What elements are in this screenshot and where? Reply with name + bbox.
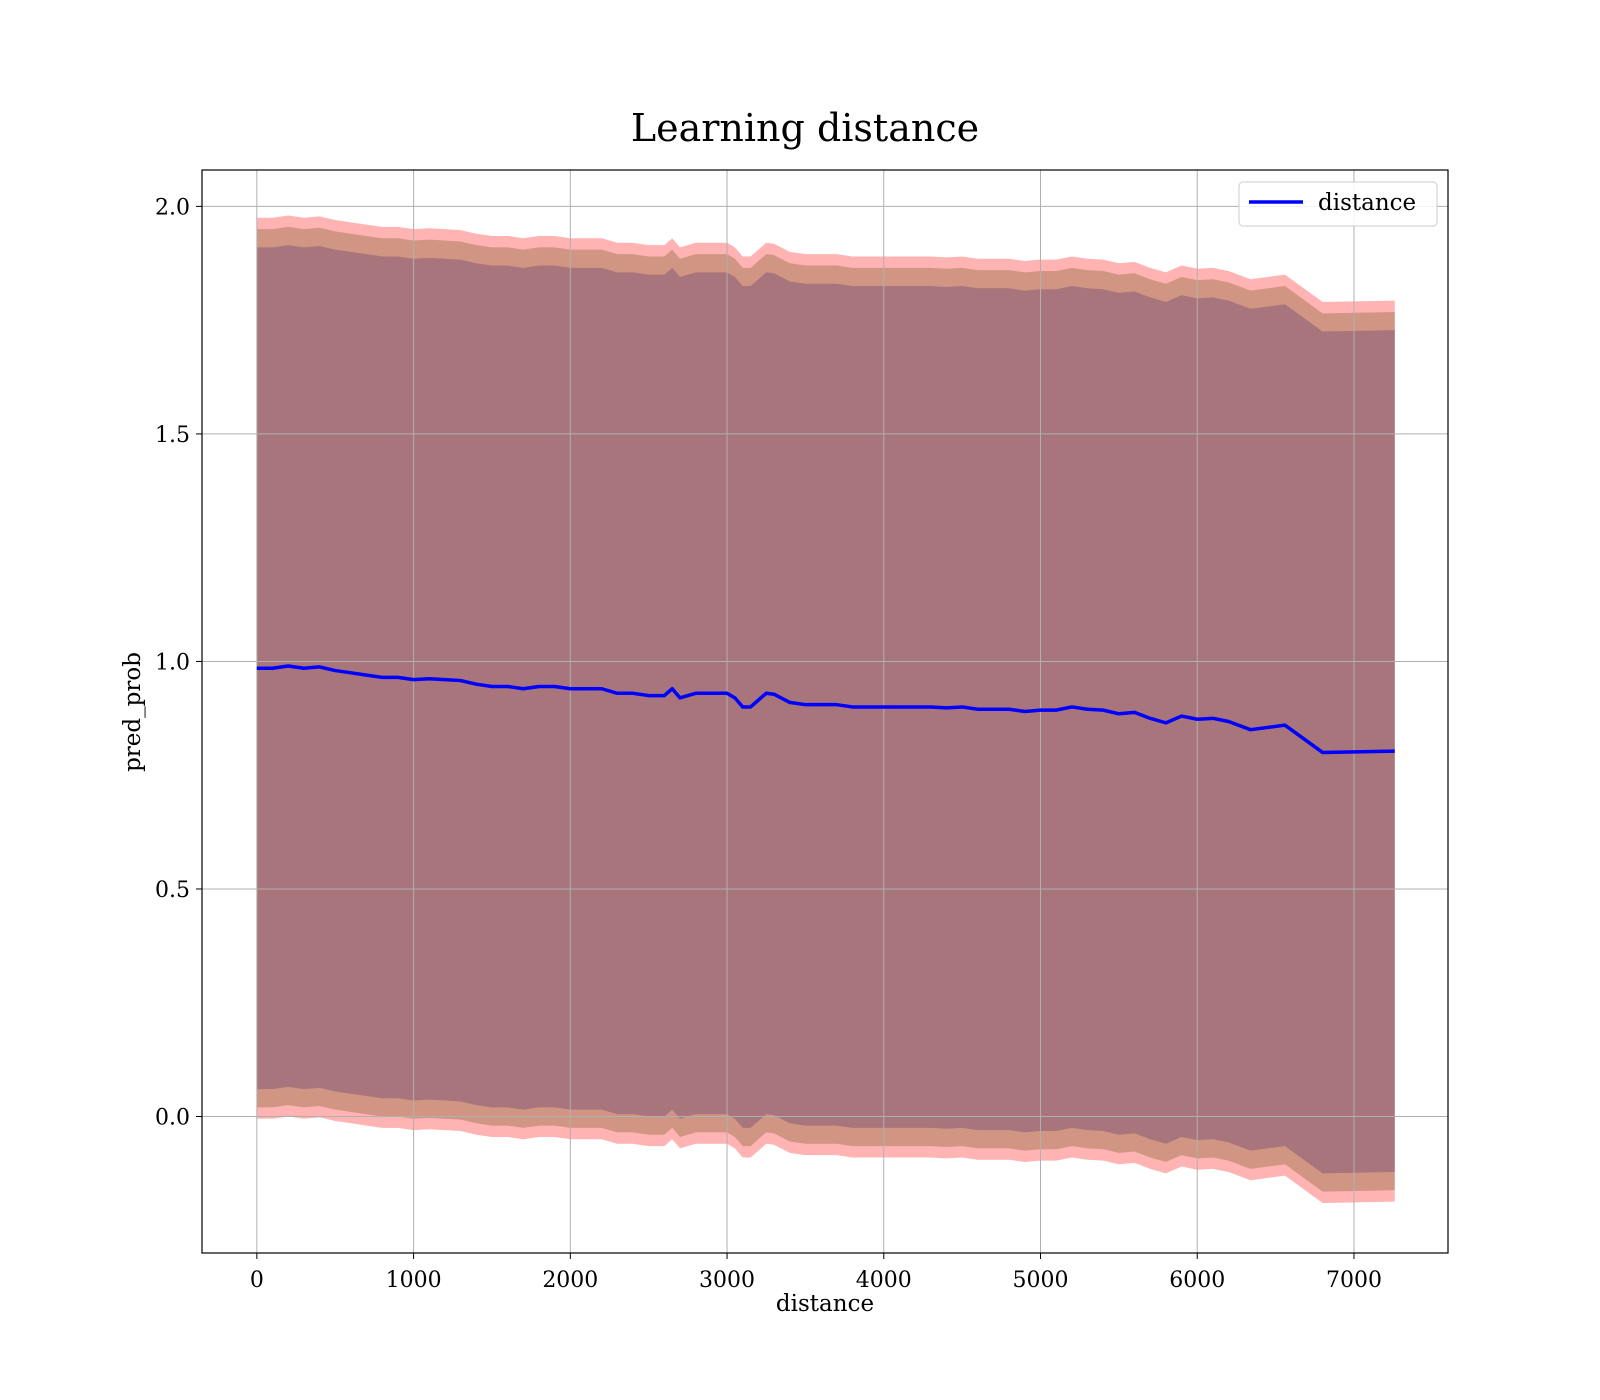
y-tick-label: 0.0 — [155, 1105, 190, 1130]
plot-frame — [201, 169, 1449, 1254]
x-axis-ticks: 0 1000 2000 3000 4000 5000 6000 7000 — [250, 1253, 1382, 1293]
series-lines — [256, 664, 1395, 755]
legend-box — [1238, 181, 1438, 227]
x-tick-label: 6000 — [1169, 1268, 1225, 1293]
legend-label: distance — [1318, 190, 1416, 216]
x-tick-label: 1000 — [386, 1268, 442, 1293]
grid — [202, 170, 1448, 1253]
x-axis-label: distance — [776, 1291, 874, 1317]
y-tick-label: 1.0 — [155, 650, 190, 675]
y-tick-label: 1.5 — [155, 423, 190, 448]
band-inner — [256, 245, 1395, 1174]
chart-title: Learning distance — [631, 106, 979, 150]
confidence-bands — [256, 215, 1395, 1203]
x-tick-label: 5000 — [1013, 1268, 1069, 1293]
y-axis-ticks: 0.0 0.5 1.0 1.5 2.0 — [155, 195, 202, 1130]
y-axis-label: pred_prob — [120, 652, 146, 772]
y-tick-label: 2.0 — [155, 195, 190, 220]
legend: distance — [1238, 181, 1438, 227]
y-tick-label: 0.5 — [155, 878, 190, 903]
x-tick-label: 7000 — [1326, 1268, 1382, 1293]
x-tick-label: 0 — [250, 1268, 264, 1293]
x-tick-label: 3000 — [699, 1268, 755, 1293]
x-tick-label: 4000 — [856, 1268, 912, 1293]
series-line-distance — [256, 664, 1395, 755]
x-tick-label: 2000 — [542, 1268, 598, 1293]
